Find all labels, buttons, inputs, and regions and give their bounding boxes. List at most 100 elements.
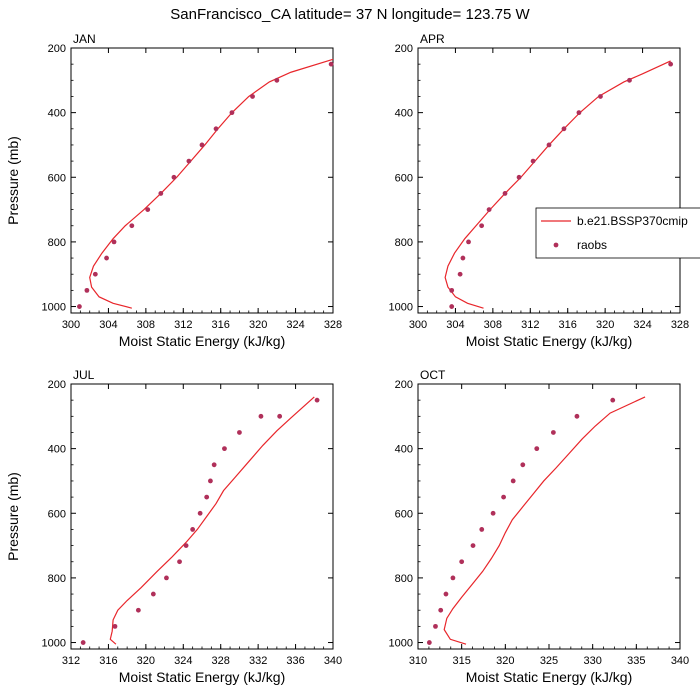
obs-point	[574, 413, 580, 419]
series-line-model	[443, 396, 646, 645]
x-axis-title: Moist Static Energy (kJ/kg)	[466, 669, 633, 685]
panel-apr: APR 300 304 308 312 316 320 324 328 200 400 600 800 1…	[389, 32, 690, 349]
obs-point	[171, 174, 177, 180]
obs-point	[466, 239, 471, 245]
x-tick-label: 312	[521, 319, 539, 331]
y-tick-label: 800	[395, 237, 413, 249]
x-tick-label: 320	[496, 655, 514, 667]
x-tick-label: 335	[627, 655, 645, 667]
obs-point	[449, 304, 455, 309]
y-tick-label: 200	[48, 379, 66, 391]
plot-frame	[70, 383, 334, 650]
obs-point	[486, 207, 492, 212]
series-line-model	[444, 60, 671, 309]
panel-label: OCT	[420, 368, 446, 382]
obs-point	[186, 158, 192, 164]
y-tick-label: 800	[48, 237, 66, 249]
y-tick-label: 600	[395, 172, 413, 184]
x-tick-label: 320	[137, 655, 155, 667]
obs-point	[158, 191, 164, 196]
legend-model-label: b.e21.BSSP370cmip	[577, 214, 688, 228]
obs-point	[627, 77, 632, 83]
x-tick-label: 325	[540, 655, 558, 667]
obs-point	[164, 575, 169, 581]
x-tick-label: 336	[286, 655, 304, 667]
x-tick-label: 300	[409, 319, 427, 331]
x-tick-label: 300	[62, 319, 80, 331]
y-tick-label: 600	[48, 508, 66, 520]
x-tick-label: 328	[212, 655, 230, 667]
x-tick-label: 316	[212, 319, 230, 331]
obs-point	[129, 223, 135, 229]
obs-point	[433, 623, 438, 629]
obs-point	[470, 543, 476, 548]
obs-point	[668, 61, 674, 67]
obs-point	[479, 527, 485, 532]
x-tick-label: 340	[324, 655, 342, 667]
obs-point	[211, 462, 217, 468]
obs-point	[459, 559, 465, 565]
obs-point	[534, 446, 540, 452]
panel-jan: JAN 300 304 308 312 316 320 324 328 200 400 600 800 1…	[5, 32, 342, 349]
obs-point	[576, 110, 582, 116]
obs-point	[502, 191, 508, 196]
obs-point	[510, 478, 516, 484]
panel-label: APR	[420, 32, 445, 46]
panel-label: JUL	[73, 368, 95, 382]
x-tick-label: 330	[583, 655, 601, 667]
x-tick-label: 304	[446, 319, 464, 331]
obs-point	[258, 413, 264, 419]
obs-point	[546, 142, 552, 148]
obs-point	[92, 271, 98, 277]
obs-point	[229, 110, 235, 116]
y-tick-label: 200	[395, 379, 413, 391]
obs-point	[183, 543, 189, 548]
obs-point	[111, 239, 117, 245]
plot-frame	[417, 47, 681, 314]
obs-point	[520, 462, 526, 468]
x-tick-label: 310	[409, 655, 427, 667]
x-tick-label: 312	[174, 319, 192, 331]
x-axis-title: Moist Static Energy (kJ/kg)	[466, 333, 633, 349]
obs-point	[314, 397, 320, 403]
obs-point	[197, 510, 203, 516]
obs-point	[80, 640, 86, 645]
y-tick-label: 600	[395, 508, 413, 520]
obs-point	[112, 623, 118, 629]
obs-point	[190, 527, 196, 532]
plot-frame	[417, 383, 681, 650]
y-tick-label: 1000	[42, 638, 66, 650]
obs-point	[250, 94, 255, 99]
obs-point	[550, 430, 556, 435]
y-tick-label: 800	[48, 573, 66, 585]
obs-point	[457, 271, 463, 277]
obs-point	[449, 287, 455, 293]
obs-point	[426, 640, 432, 645]
obs-point	[490, 510, 496, 516]
y-tick-label: 600	[48, 172, 66, 184]
x-tick-label: 316	[99, 655, 117, 667]
obs-point	[277, 413, 283, 419]
y-axis-title: Pressure (mb)	[5, 136, 21, 225]
series-line-model	[109, 396, 315, 645]
obs-point	[443, 591, 449, 597]
obs-point	[237, 430, 242, 435]
panel-oct: OCT 310 315 320 325 330 335 340 200 400 600 800 1000…	[389, 368, 690, 685]
x-tick-label: 304	[99, 319, 117, 331]
obs-point	[199, 142, 205, 148]
series-line-model	[89, 58, 334, 309]
obs-point	[438, 607, 444, 613]
y-tick-label: 1000	[42, 302, 66, 314]
legend-obs-label: raobs	[577, 238, 607, 252]
obs-point	[328, 61, 334, 67]
obs-point	[145, 207, 151, 212]
obs-point	[135, 607, 141, 613]
x-tick-label: 340	[671, 655, 689, 667]
y-axis-title: Pressure (mb)	[5, 472, 21, 561]
obs-point	[104, 255, 109, 261]
main-title: SanFrancisco_CA latitude= 37 N longitude…	[170, 6, 530, 23]
y-tick-label: 1000	[389, 638, 413, 650]
y-tick-label: 1000	[389, 302, 413, 314]
x-tick-label: 328	[671, 319, 689, 331]
obs-point	[460, 255, 466, 261]
